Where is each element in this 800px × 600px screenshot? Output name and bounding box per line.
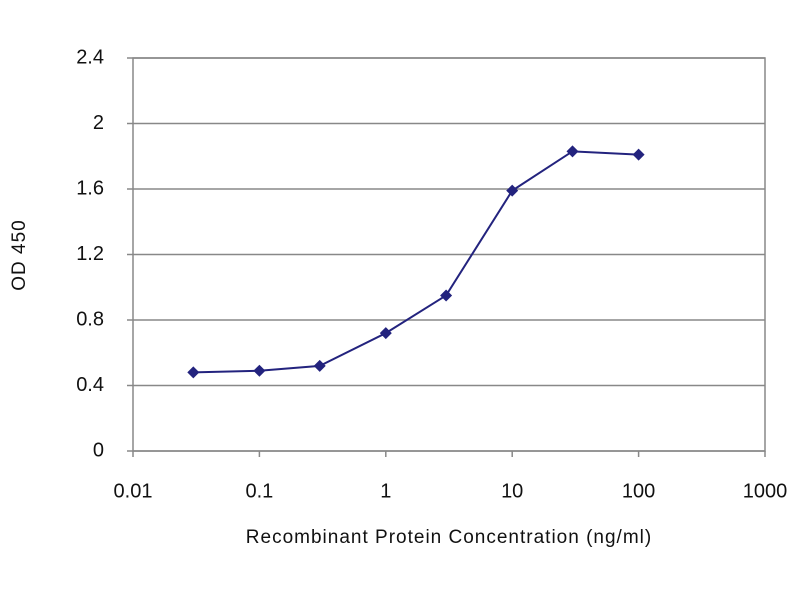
y-tick-label: 0.4 (76, 374, 104, 396)
data-marker (440, 289, 453, 302)
x-tick-label: 1 (380, 480, 391, 502)
x-tick-label: 1000 (743, 480, 788, 502)
y-tick-label: 1.6 (76, 177, 104, 199)
y-tick-label: 0 (93, 439, 104, 461)
y-tick-label: 1.2 (76, 243, 104, 265)
x-tick-label: 0.1 (245, 480, 273, 502)
y-tick-label: 0.8 (76, 308, 104, 330)
x-tick-label: 0.01 (114, 480, 153, 502)
x-tick-label: 10 (501, 480, 523, 502)
y-tick-label: 2 (93, 112, 104, 134)
data-marker (566, 145, 579, 158)
data-marker (187, 366, 200, 379)
x-tick-label: 100 (622, 480, 655, 502)
y-tick-label: 2.4 (76, 46, 104, 68)
data-marker (313, 359, 326, 372)
data-marker (379, 327, 392, 340)
x-axis-title: Recombinant Protein Concentration (ng/ml… (246, 527, 652, 548)
y-axis-title: OD 450 (9, 219, 30, 290)
data-marker (506, 184, 519, 197)
data-marker (253, 364, 266, 377)
data-line (193, 150, 639, 374)
data-marker (632, 148, 645, 161)
